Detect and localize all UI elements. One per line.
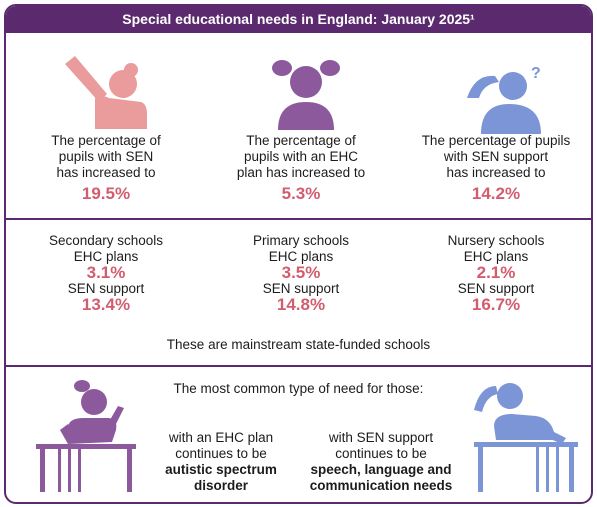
stat-text-line: has increased to (56, 165, 156, 180)
stat-sen-support: The percentage of pupils with SEN suppor… (406, 133, 586, 202)
stat-value: 14.2% (471, 184, 521, 203)
pigtails-figure-icon (272, 60, 340, 130)
school-name: Primary schools (252, 233, 350, 248)
school-ehc-value: 3.1% (86, 263, 126, 282)
stat-text-line: The percentage of pupils (421, 133, 571, 148)
school-nursery: Nursery schools EHC plans 2.1% SEN suppo… (406, 233, 586, 313)
stat-value: 5.3% (281, 184, 321, 203)
section-divider (6, 218, 591, 220)
stat-text-line: pupils with an EHC (243, 149, 359, 164)
common-need-sen-type2: communication needs (309, 478, 453, 493)
school-name: Nursery schools (447, 233, 545, 248)
infographic-card: Special educational needs in England: Ja… (4, 4, 593, 504)
schools-note: These are mainstream state-funded school… (166, 337, 431, 352)
common-need-ehc-type1: autistic spectrum (165, 462, 277, 477)
stat-text-line: has increased to (446, 165, 546, 180)
stat-text-line: with SEN support (443, 149, 549, 164)
common-need-sen-line1: with SEN support (328, 430, 434, 445)
common-need-ehc: with an EHC plan continues to be autisti… (146, 430, 296, 494)
school-sen-label: SEN support (262, 281, 340, 296)
stat-text-line: The percentage of (51, 133, 161, 148)
school-sen-label: SEN support (67, 281, 145, 296)
common-need-sen-line2: continues to be (335, 446, 427, 461)
section-divider (6, 365, 591, 367)
question-figure-icon: ? (467, 65, 541, 134)
common-need-ehc-line2: continues to be (175, 446, 267, 461)
school-ehc-value: 3.5% (281, 263, 321, 282)
stat-text-line: plan has increased to (236, 165, 366, 180)
common-need-ehc-type2: disorder (193, 478, 248, 493)
common-need-heading: The most common type of need for those: (173, 381, 424, 396)
school-sen-value: 14.8% (276, 295, 326, 314)
school-primary: Primary schools EHC plans 3.5% SEN suppo… (211, 233, 391, 313)
school-sen-label: SEN support (457, 281, 535, 296)
stat-text-line: pupils with SEN (58, 149, 154, 164)
common-need-ehc-line1: with an EHC plan (168, 430, 274, 445)
stat-value: 19.5% (81, 184, 131, 203)
school-name: Secondary schools (48, 233, 164, 248)
infographic-title: Special educational needs in England: Ja… (6, 6, 591, 33)
raised-hand-figure-icon (65, 56, 147, 129)
common-need-sen-type1: speech, language and (310, 462, 452, 477)
school-sen-value: 16.7% (471, 295, 521, 314)
school-secondary: Secondary schools EHC plans 3.1% SEN sup… (16, 233, 196, 313)
common-need-sen: with SEN support continues to be speech,… (302, 430, 460, 494)
school-ehc-label: EHC plans (268, 249, 334, 264)
school-ehc-label: EHC plans (463, 249, 529, 264)
stat-ehc: The percentage of pupils with an EHC pla… (211, 133, 391, 202)
stat-text-line: The percentage of (246, 133, 356, 148)
school-ehc-value: 2.1% (476, 263, 516, 282)
svg-text:?: ? (531, 65, 541, 82)
student-at-desk-icon (36, 380, 136, 492)
stat-sen: The percentage of pupils with SEN has in… (16, 133, 196, 202)
school-sen-value: 13.4% (81, 295, 131, 314)
school-ehc-label: EHC plans (73, 249, 139, 264)
thinking-student-at-desk-icon (474, 383, 578, 492)
